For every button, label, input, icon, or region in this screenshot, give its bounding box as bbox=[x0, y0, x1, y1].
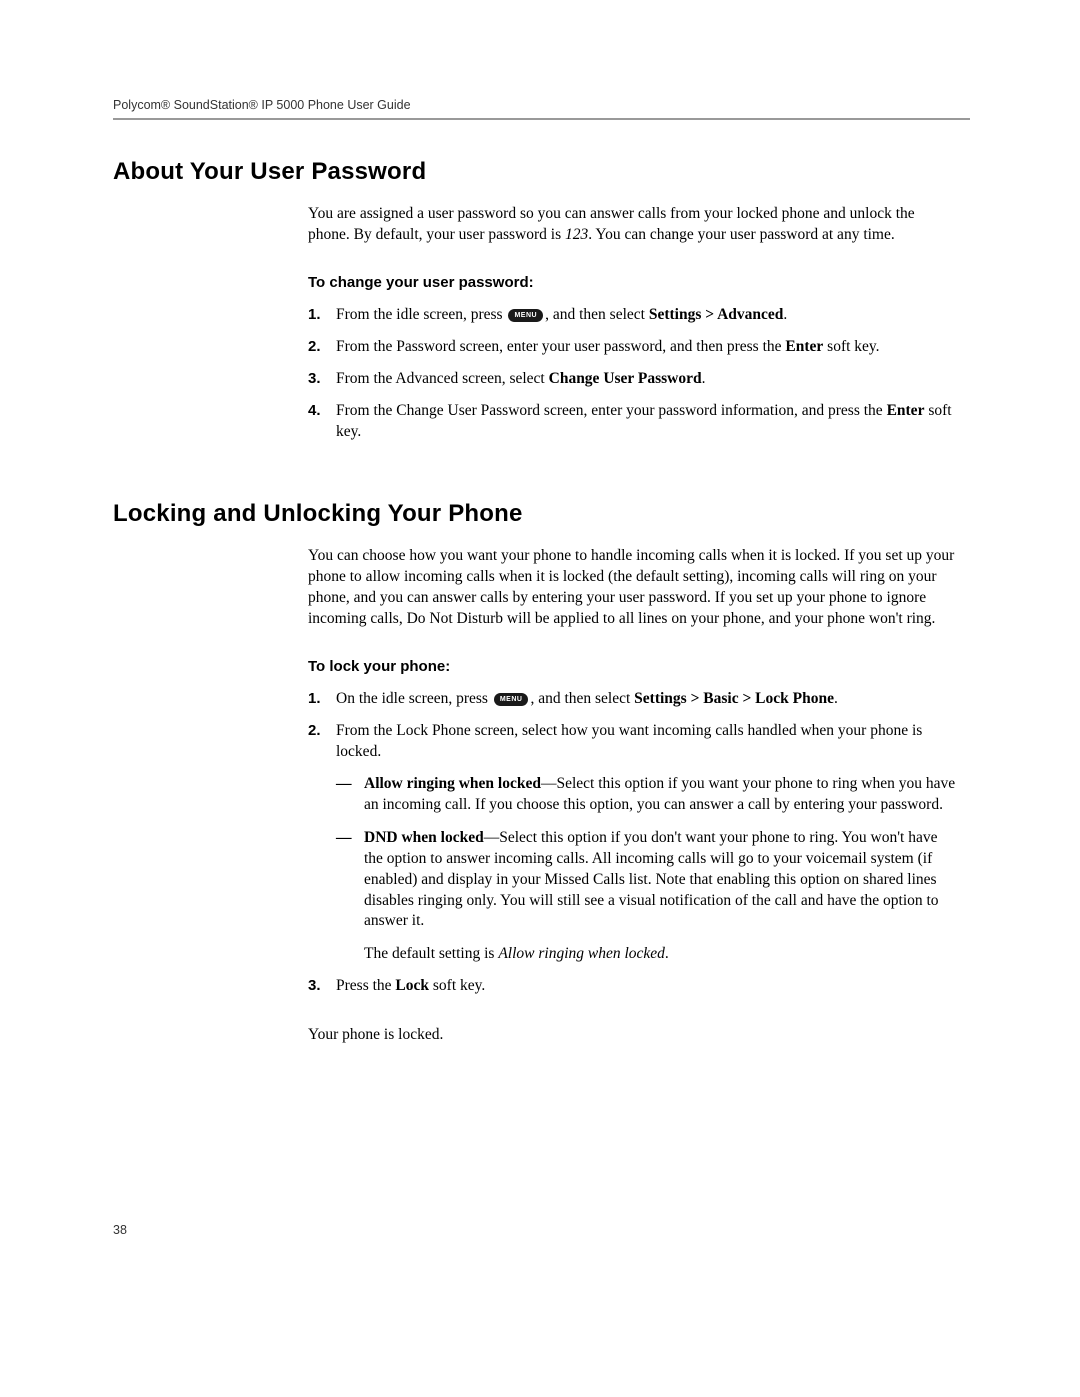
option-label: Allow ringing when locked bbox=[364, 775, 541, 792]
softkey: Lock bbox=[395, 977, 429, 994]
text: . bbox=[834, 690, 838, 707]
step-3: From the Advanced screen, select Change … bbox=[308, 369, 960, 390]
text: From the Lock Phone screen, select how y… bbox=[336, 722, 922, 760]
header-rule bbox=[113, 118, 970, 120]
section1-steps: From the idle screen, press MENU, and th… bbox=[308, 305, 960, 443]
text: soft key. bbox=[823, 338, 879, 355]
menu-key-icon: MENU bbox=[494, 693, 529, 706]
text: From the Advanced screen, select bbox=[336, 370, 549, 387]
text: From the idle screen, press bbox=[336, 306, 506, 323]
section2-title: Locking and Unlocking Your Phone bbox=[113, 500, 970, 528]
default-setting: The default setting is Allow ringing whe… bbox=[336, 944, 960, 965]
step-2: From the Lock Phone screen, select how y… bbox=[308, 721, 960, 965]
default-value: Allow ringing when locked bbox=[498, 945, 665, 962]
menu-key-icon: MENU bbox=[508, 309, 543, 322]
text: soft key. bbox=[429, 977, 485, 994]
nav-path: Settings > Advanced bbox=[649, 306, 784, 323]
menu-option: Change User Password bbox=[549, 370, 702, 387]
text: , and then select bbox=[545, 306, 649, 323]
page-container: Polycom® SoundStation® IP 5000 Phone Use… bbox=[0, 0, 1080, 1046]
text: . bbox=[702, 370, 706, 387]
nav-path: Settings > Basic > Lock Phone bbox=[634, 690, 834, 707]
options-list: Allow ringing when locked—Select this op… bbox=[336, 774, 960, 932]
step-3: Press the Lock soft key. bbox=[308, 976, 960, 997]
section2-sub: To lock your phone: bbox=[308, 658, 960, 675]
text: The default setting is bbox=[364, 945, 498, 962]
option-label: DND when locked bbox=[364, 829, 484, 846]
section2-body: You can choose how you want your phone t… bbox=[308, 546, 960, 1046]
default-password: 123 bbox=[565, 226, 588, 243]
step-2: From the Password screen, enter your use… bbox=[308, 337, 960, 358]
section1-intro: You are assigned a user password so you … bbox=[308, 204, 960, 246]
page-number: 38 bbox=[113, 1223, 127, 1237]
text: . bbox=[783, 306, 787, 323]
step-1: From the idle screen, press MENU, and th… bbox=[308, 305, 960, 326]
text: From the Change User Password screen, en… bbox=[336, 402, 887, 419]
step-1: On the idle screen, press MENU, and then… bbox=[308, 689, 960, 710]
step-4: From the Change User Password screen, en… bbox=[308, 401, 960, 443]
section1-body: You are assigned a user password so you … bbox=[308, 204, 960, 442]
text: . bbox=[665, 945, 669, 962]
text: . You can change your user password at a… bbox=[588, 226, 895, 243]
section1-sub: To change your user password: bbox=[308, 274, 960, 291]
header-text: Polycom® SoundStation® IP 5000 Phone Use… bbox=[113, 98, 970, 112]
softkey: Enter bbox=[887, 402, 925, 419]
text: On the idle screen, press bbox=[336, 690, 492, 707]
section2-steps: On the idle screen, press MENU, and then… bbox=[308, 689, 960, 997]
closing-text: Your phone is locked. bbox=[308, 1025, 960, 1046]
section1-title: About Your User Password bbox=[113, 158, 970, 186]
section2-intro: You can choose how you want your phone t… bbox=[308, 546, 960, 630]
text: Press the bbox=[336, 977, 395, 994]
text: , and then select bbox=[530, 690, 634, 707]
option-allow-ringing: Allow ringing when locked—Select this op… bbox=[336, 774, 960, 816]
text: From the Password screen, enter your use… bbox=[336, 338, 785, 355]
softkey: Enter bbox=[785, 338, 823, 355]
option-dnd: DND when locked—Select this option if yo… bbox=[336, 828, 960, 933]
